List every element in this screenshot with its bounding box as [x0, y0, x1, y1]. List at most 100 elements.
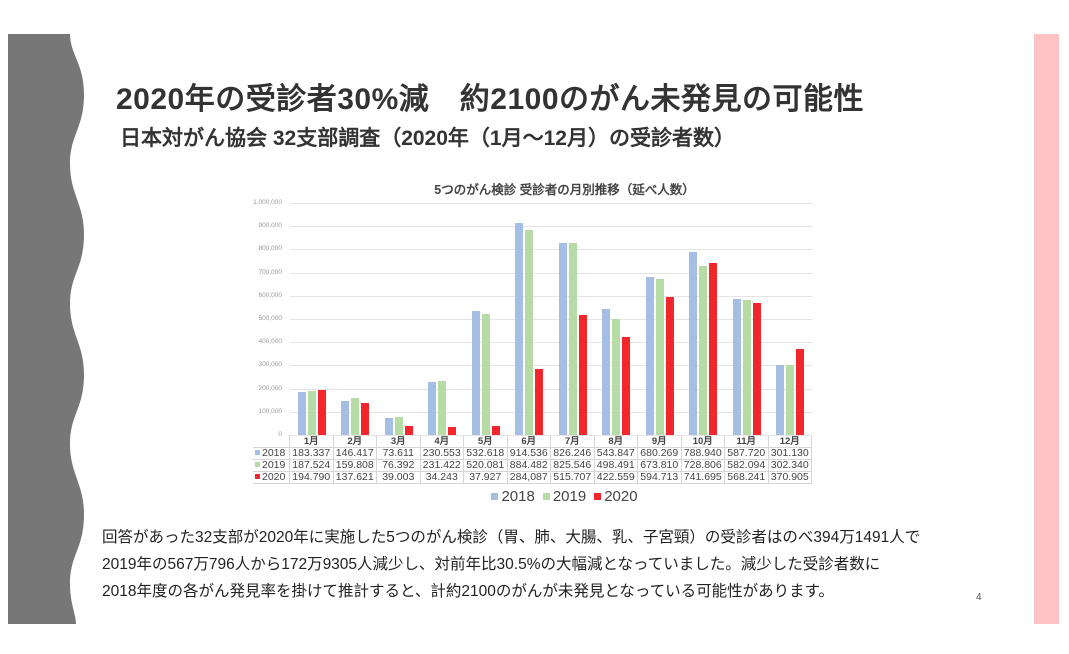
gridline	[290, 319, 812, 320]
table-cell: 914.536	[506, 447, 551, 460]
table-header-month: 3月	[376, 435, 421, 448]
table-cell: 587.720	[724, 447, 769, 460]
y-tick-label: 600,000	[258, 291, 283, 299]
table-header-month: 8月	[593, 435, 638, 448]
table-series-label: 2020	[253, 471, 290, 484]
table-header-month: 2月	[332, 435, 377, 448]
bar-2018-5	[471, 311, 480, 435]
table-cell: 159.808	[332, 459, 377, 472]
legend-item-2018: 2018	[491, 488, 535, 505]
table-cell: 741.695	[680, 471, 725, 484]
table-header-month: 9月	[637, 435, 682, 448]
bar-2020-5	[491, 426, 500, 435]
bar-2019-1	[307, 391, 316, 435]
table-row: 2018 183.337 146.417 73.611 230.553 532.618 91…	[253, 447, 812, 460]
bar-2020-9	[665, 297, 674, 435]
table-cell: 788.940	[680, 447, 725, 460]
table-cell: 532.618	[463, 447, 508, 460]
y-tick-label: 0	[278, 431, 282, 438]
body-text: 回答があった32支部が2020年に実施した5つのがん検診（胃、肺、大腸、乳、子宮…	[102, 524, 920, 605]
table-cell: 301.130	[767, 447, 812, 460]
bar-2020-4	[448, 427, 457, 435]
table-header-month: 10月	[680, 435, 725, 448]
bar-2019-5	[481, 314, 490, 435]
table-header-month: 4月	[419, 435, 464, 448]
table-cell: 76.392	[376, 459, 421, 472]
bar-2020-10	[709, 262, 718, 435]
table-cell: 230.553	[419, 447, 464, 460]
bar-2018-12	[776, 365, 785, 435]
y-tick-label: 700,000	[258, 268, 283, 276]
y-tick-label: 900,000	[258, 222, 283, 230]
table-cell: 568.241	[724, 471, 769, 484]
table-cell: 194.790	[289, 471, 334, 484]
table-cell: 370.905	[767, 471, 812, 484]
y-tick-label: 500,000	[258, 315, 283, 322]
bar-2018-4	[428, 381, 437, 435]
legend-swatch-icon	[255, 474, 260, 480]
chart-legend: 2018 2019 2020	[0, 488, 1069, 505]
chart-title: 5つのがん検診 受診者の月別推移（延べ人数）	[434, 183, 695, 197]
body-line: 2019年の567万796人から172万9305人減少し、対前年比30.5%の大…	[102, 556, 881, 573]
gridline	[290, 342, 812, 344]
bar-2018-11	[732, 298, 741, 435]
table-cell: 146.417	[332, 447, 377, 460]
bar-2019-6	[525, 229, 534, 435]
gridline	[290, 365, 812, 367]
y-tick-label: 400,000	[258, 338, 283, 346]
bar-2019-11	[742, 299, 751, 435]
table-cell: 582.094	[724, 459, 769, 472]
table-cell: 231.422	[419, 459, 464, 472]
bar-2018-9	[645, 277, 654, 435]
bar-2019-12	[786, 364, 795, 435]
bar-2020-12	[796, 348, 805, 435]
bar-2019-7	[568, 243, 577, 435]
table-header-month: 7月	[550, 435, 595, 448]
right-accent-bar	[1034, 34, 1059, 624]
gridline	[290, 435, 812, 436]
table-cell: 73.611	[376, 447, 421, 460]
bar-2019-9	[655, 278, 664, 435]
legend-square-icon	[594, 492, 602, 500]
table-header-month: 12月	[767, 435, 812, 448]
table-cell: 183.337	[289, 447, 334, 460]
table-cell: 187.524	[289, 459, 334, 472]
bar-2020-6	[535, 369, 544, 435]
gridline	[290, 249, 812, 251]
table-series-label: 2018	[253, 447, 290, 460]
table-cell: 137.621	[332, 471, 377, 484]
bar-2019-10	[699, 265, 708, 435]
gridline	[290, 295, 812, 297]
gridline	[290, 203, 812, 204]
gridline	[290, 388, 812, 390]
bar-2019-3	[394, 417, 403, 435]
body-line: 回答があった32支部が2020年に実施した5つのがん検診（胃、肺、大腸、乳、子宮…	[102, 529, 921, 546]
bar-2020-1	[317, 389, 326, 435]
slide-title: 2020年の受診者30%減 約2100のがん未発見の可能性	[116, 83, 865, 116]
bar-2020-11	[752, 303, 761, 435]
table-cell: 284,087	[506, 471, 551, 484]
table-cell: 37.927	[463, 471, 508, 484]
y-tick-label: 200,000	[258, 384, 283, 392]
table-cell: 543.847	[593, 447, 638, 460]
gridline	[290, 272, 812, 274]
bar-2020-3	[404, 425, 413, 435]
bar-2018-8	[602, 308, 611, 435]
slide-subtitle: 日本対がん協会 32支部調査（2020年（1月～12月）の受診者数）	[120, 127, 735, 150]
table-cell: 673.810	[637, 459, 682, 472]
table-cell: 515.707	[550, 471, 595, 484]
table-cell: 520.081	[463, 459, 508, 472]
bar-2018-10	[689, 251, 698, 435]
bar-2019-2	[351, 397, 360, 435]
legend-swatch-icon	[255, 462, 260, 468]
legend-square-icon	[491, 492, 499, 500]
table-cell: 34.243	[419, 471, 464, 484]
legend-swatch-icon	[255, 450, 260, 456]
left-wave-panel	[8, 34, 84, 624]
chart-data-table: 1月 2月 3月 4月 5月 6月 7月 8月 9月 10月 11月 12月 2018 183.337 14…	[253, 435, 812, 484]
table-cell: 39.003	[376, 471, 421, 484]
table-header-month: 6月	[506, 435, 551, 448]
table-cell: 825.546	[550, 459, 595, 472]
table-cell: 302.340	[767, 459, 812, 472]
